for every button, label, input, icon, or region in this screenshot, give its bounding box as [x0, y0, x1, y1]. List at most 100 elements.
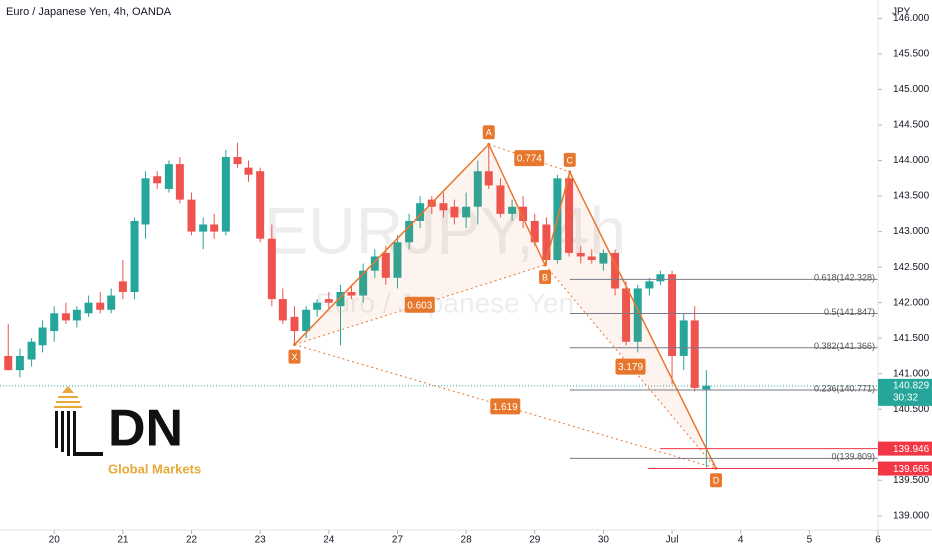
candle-body [393, 242, 402, 278]
fib-label: 0.5(141.847) [824, 307, 875, 317]
candle-body [450, 206, 459, 218]
point-label: X [291, 352, 297, 362]
x-tick-label: 20 [49, 535, 61, 546]
ratio-box [404, 296, 435, 313]
candle-body [611, 252, 620, 289]
x-tick-label: 22 [186, 535, 198, 546]
candle-body [130, 220, 139, 292]
candle-body [473, 171, 482, 207]
pattern-ratio-line [488, 143, 570, 173]
alert-tag-label: 139.665 [893, 464, 930, 475]
candle-body [439, 203, 448, 211]
y-tick-label: 142.500 [893, 262, 930, 273]
point-label-box [539, 270, 552, 284]
logo-base [73, 452, 103, 456]
logo-column [55, 411, 58, 448]
chart-title: Euro / Japanese Yen, 4h, OANDA [6, 6, 172, 18]
alert-tag [878, 461, 932, 476]
y-tick-label: 139.000 [893, 510, 930, 521]
candle-body [668, 274, 677, 356]
ratio-label: 3.179 [618, 362, 643, 373]
pattern-point [292, 343, 296, 347]
y-tick-label: 143.000 [893, 226, 930, 237]
candle-body [267, 238, 276, 300]
candle-body [645, 281, 654, 289]
candle-body [244, 167, 253, 175]
y-tick-label: 139.500 [893, 475, 930, 486]
candle-body [347, 291, 356, 296]
logo-column [67, 411, 70, 456]
last-price-label: 140.829 [893, 380, 930, 391]
candle-body [72, 309, 81, 321]
pattern-leg [488, 143, 546, 266]
candle-body [690, 320, 699, 388]
candle-body [187, 199, 196, 232]
y-tick-label: 142.000 [893, 297, 930, 308]
currency-label: JPY [892, 7, 911, 18]
candle-body [576, 252, 585, 257]
candle-body [508, 206, 517, 214]
logo-text: DN [108, 400, 183, 458]
candle-body [278, 299, 287, 321]
candle-body [164, 164, 173, 189]
candle-body [153, 176, 162, 184]
candle-body [484, 171, 493, 186]
y-tick-label: 145.000 [893, 84, 930, 95]
candle-body [221, 157, 230, 232]
y-tick-label: 144.000 [893, 155, 930, 166]
pattern-leg [569, 171, 717, 469]
candle-body [599, 252, 608, 264]
y-tick-label: 146.000 [893, 13, 930, 24]
candle-body [141, 178, 150, 225]
ratio-label: 1.619 [493, 402, 518, 413]
y-tick-label: 145.500 [893, 49, 930, 60]
pattern-leg [293, 143, 490, 346]
candle-body [38, 327, 47, 346]
candle-body [462, 206, 471, 218]
candle-body [381, 252, 390, 278]
candle-body [702, 385, 711, 390]
alert-tag-label: 139.946 [893, 444, 930, 455]
candle-body [530, 220, 539, 243]
ratio-box [514, 150, 545, 167]
ratio-box [615, 358, 646, 375]
candle-body [4, 355, 13, 371]
candle-body [27, 341, 36, 360]
fib-label: 0.236(140.771) [814, 383, 875, 393]
candle-body [542, 224, 551, 261]
point-label: A [486, 128, 492, 138]
pattern-point [568, 170, 572, 174]
x-tick-label: 29 [529, 535, 541, 546]
point-label: C [567, 155, 574, 165]
candle-body [679, 320, 688, 356]
point-label-box [709, 473, 722, 488]
fib-label: 0.382(141.366) [814, 341, 875, 351]
pattern-point [543, 263, 547, 267]
logo-roof [62, 386, 74, 393]
x-tick-label: Jul [666, 535, 679, 546]
y-tick-label: 141.000 [893, 368, 930, 379]
candle-body [313, 302, 322, 310]
candle-body [622, 288, 631, 342]
y-tick-label: 140.500 [893, 404, 930, 415]
y-tick-label: 143.500 [893, 191, 930, 202]
y-tick-label: 144.500 [893, 120, 930, 131]
ratio-label: 0.774 [517, 154, 542, 165]
point-label-box [563, 152, 576, 167]
logo: DN Global Markets [54, 386, 201, 476]
point-label-box [288, 349, 301, 364]
ratio-label: 0.603 [407, 300, 432, 311]
candle-body [496, 185, 505, 214]
x-tick-label: 28 [461, 535, 473, 546]
x-tick-label: 5 [807, 535, 813, 546]
candle-body [84, 302, 93, 314]
point-label: D [713, 476, 720, 486]
watermark-subtitle: Euro / Japanese Yen [316, 287, 574, 318]
candle-body [199, 224, 208, 232]
pattern-fill [294, 144, 546, 345]
candle-body [290, 316, 299, 332]
candle-body [256, 171, 265, 239]
candle-body [302, 309, 311, 332]
